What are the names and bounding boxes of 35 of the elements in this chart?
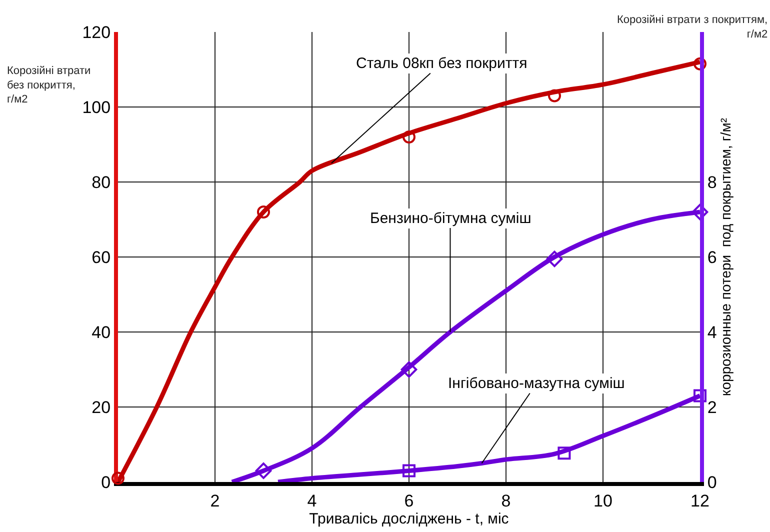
- point: [255, 462, 272, 479]
- y-tick-label: 80: [92, 172, 111, 192]
- y2-tick-label: 8: [707, 172, 717, 192]
- point: [546, 250, 563, 268]
- x-tick-label: 4: [307, 491, 317, 510]
- x-tick-label: 6: [404, 491, 414, 510]
- y-tick-label: 60: [92, 248, 111, 267]
- y-tick-label: 20: [92, 398, 111, 417]
- x-tick-label: 2: [210, 491, 220, 510]
- y2-tick-label: 2: [707, 398, 717, 417]
- x-tick-label: 8: [501, 491, 511, 510]
- x-axis-title: Тривалісь досліджень - t, міс: [309, 510, 510, 528]
- annotation: Сталь 08кп без покриття: [356, 55, 528, 72]
- point: [694, 57, 706, 70]
- y-tick-label: 40: [92, 322, 111, 342]
- y2-tick-label: 4: [707, 322, 717, 342]
- x-tick-label: 10: [594, 491, 612, 510]
- y2-tick-label: 0: [707, 472, 717, 492]
- y2-axis-title: коррозионные потери под покрытием, г/м²: [718, 118, 734, 396]
- annotation: Корозійні втрати з покриттям, г/м2: [617, 14, 768, 40]
- point: [558, 446, 571, 460]
- x-tick-label: 12: [690, 491, 710, 510]
- point: [400, 361, 418, 378]
- point: [112, 472, 124, 485]
- y2-tick-label: 6: [707, 248, 717, 267]
- point: [692, 204, 708, 220]
- y-tick-label: 0: [101, 472, 111, 492]
- annotation: Бензино-бітумна суміш: [370, 210, 532, 227]
- annotation: Інгібовано-мазутна суміш: [448, 375, 625, 392]
- point: [257, 206, 270, 218]
- y-tick-label: 120: [82, 22, 111, 42]
- point: [402, 130, 416, 144]
- point: [402, 464, 416, 478]
- point: [694, 389, 706, 402]
- point: [548, 89, 561, 102]
